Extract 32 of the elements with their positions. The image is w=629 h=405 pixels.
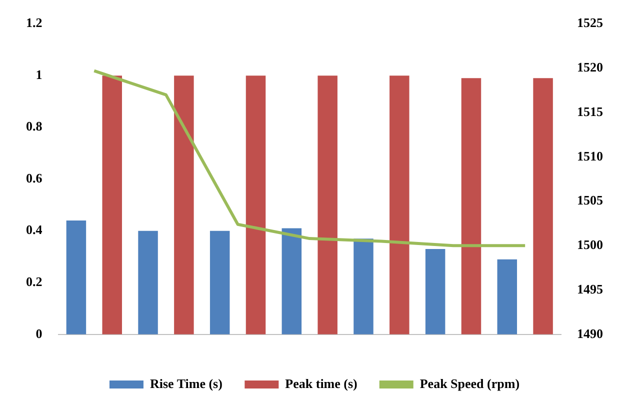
y-tick-label: 0.6 [26,170,43,186]
y2-tick-label: 1525 [577,15,604,30]
legend-label: Peak time (s) [285,376,358,391]
y2-tick-label: 1510 [577,148,603,164]
bar [174,76,194,334]
y-tick-label: 1.2 [26,15,42,30]
bar [318,76,338,334]
bar [354,238,374,334]
bar [497,259,518,334]
y-tick-label: 0.4 [26,222,43,238]
bar [102,76,122,334]
legend-label: Peak Speed (rpm) [420,376,520,391]
bar [425,248,446,334]
bar [210,230,230,334]
y2-tick-label: 1495 [577,281,604,296]
y2-tick-label: 1520 [577,60,603,75]
bar [390,76,410,334]
y2-tick-label: 1490 [577,326,603,341]
y2-tick-label: 1500 [577,237,603,252]
bar [461,78,482,334]
y-tick-label: 0 [36,326,42,341]
y-tick-label: 1 [36,66,42,82]
bar [138,230,158,334]
bar [533,78,553,334]
y-tick-label: 0.8 [26,118,43,134]
legend-label: Rise Time (s) [150,376,222,391]
bar [246,76,266,334]
bar [282,228,302,334]
y2-tick-label: 1505 [577,192,604,208]
bar [66,220,86,334]
y-tick-label: 0.2 [26,274,42,289]
y2-tick-label: 1515 [577,104,604,119]
